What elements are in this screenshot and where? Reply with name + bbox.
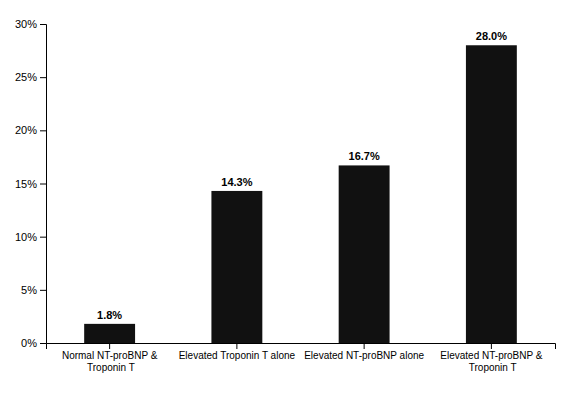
bar [211, 191, 262, 343]
tick-mark [40, 24, 46, 25]
bars [84, 45, 517, 343]
x-axis: Normal NT-proBNP & Troponin T Elevated Tr… [47, 343, 556, 373]
tick: Elevated Troponin T alone [179, 343, 296, 361]
axis-line [47, 344, 556, 350]
tick-label: Normal NT-proBNP & Troponin T [62, 350, 158, 373]
tick: 15% [15, 178, 46, 190]
tick-mark [40, 184, 46, 185]
chart: 0% 5% 10% 15% 20% 25% 30% Normal NT-proBNP & Tr… [0, 0, 571, 395]
bar [84, 324, 135, 343]
tick-mark [40, 237, 46, 238]
tick-label: Elevated NT-proBNP & Troponin T [440, 350, 542, 373]
data-label: 28.0% [476, 30, 507, 42]
plot-area: 0% 5% 10% 15% 20% 25% 30% Normal NT-proBNP & Tr… [15, 18, 556, 373]
tick: 25% [15, 71, 46, 83]
tick-mark [40, 290, 46, 291]
tick-mark [364, 343, 365, 349]
tick: 5% [21, 284, 46, 296]
tick: Elevated NT-proBNP alone [304, 343, 424, 361]
tick-mark [236, 343, 237, 349]
tick-mark [40, 343, 46, 344]
tick-label: 0% [21, 337, 37, 349]
bar [466, 45, 517, 343]
data-label: 16.7% [349, 150, 380, 162]
axis-line [40, 25, 47, 344]
tick-label: 30% [15, 18, 37, 30]
tick-label: 15% [15, 178, 37, 190]
tick-label: Elevated Troponin T alone [179, 350, 296, 361]
data-label: 14.3% [221, 176, 252, 188]
tick-label: Elevated NT-proBNP alone [304, 350, 424, 361]
tick-mark [109, 343, 110, 349]
tick-label: 10% [15, 231, 37, 243]
data-label: 1.8% [97, 309, 122, 321]
tick-mark [491, 343, 492, 349]
tick-label: 20% [15, 124, 37, 136]
y-axis: 0% 5% 10% 15% 20% 25% 30% [15, 18, 47, 349]
tick: 30% [15, 18, 46, 30]
tick-mark [40, 130, 46, 131]
tick-label: 5% [21, 284, 37, 296]
bar [339, 165, 390, 343]
tick: 10% [15, 231, 46, 243]
tick: Elevated NT-proBNP & Troponin T [440, 343, 542, 373]
tick-label: 25% [15, 71, 37, 83]
tick: 20% [15, 124, 46, 136]
tick: Normal NT-proBNP & Troponin T [62, 343, 158, 373]
data-labels: 1.8% 14.3% 16.7% 28.0% [97, 30, 507, 321]
tick-mark [40, 77, 46, 78]
tick: 0% [21, 337, 46, 349]
